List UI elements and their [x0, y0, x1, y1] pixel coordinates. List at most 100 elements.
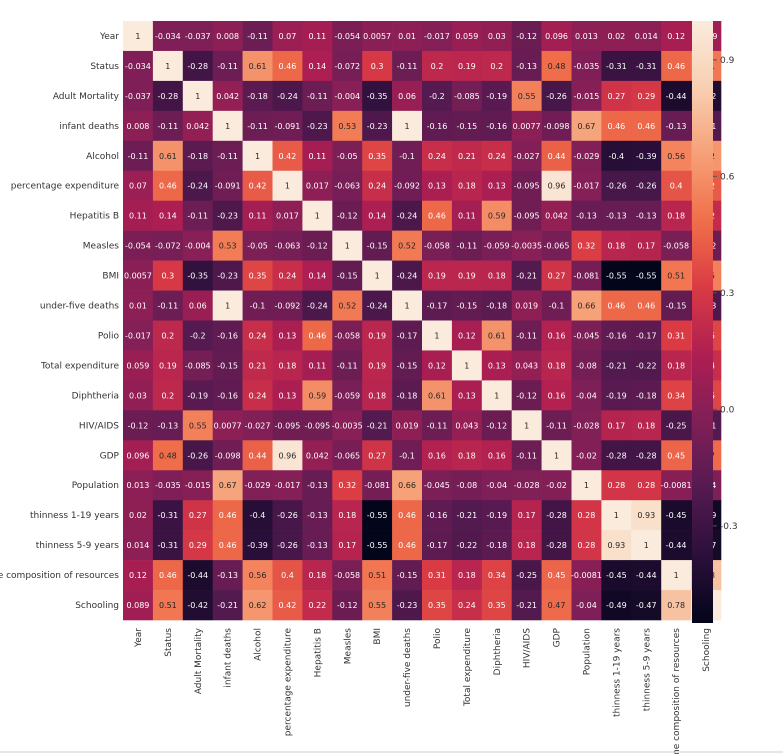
heatmap-cell: [511, 80, 542, 112]
cell-value-label: -0.11: [546, 421, 567, 430]
heatmap-cell: [362, 110, 393, 142]
cell-value-label: 0.46: [219, 541, 237, 550]
cell-value-label: 0.44: [548, 152, 566, 161]
cell-value-label: -0.28: [187, 62, 208, 71]
cell-value-label: -0.17: [427, 302, 448, 311]
cell-value-label: -0.05: [337, 152, 358, 161]
heatmap-cell: [272, 440, 303, 471]
cell-value-label: 0.32: [578, 242, 596, 251]
cell-value-label: -0.02: [576, 451, 597, 460]
heatmap-cell: [182, 500, 213, 531]
heatmap-cell: [212, 21, 243, 52]
heatmap-cell: [362, 530, 393, 561]
heatmap-cell: [451, 560, 483, 591]
cell-value-label: -0.13: [307, 481, 328, 490]
heatmap-cell: [541, 530, 572, 561]
heatmap-cell: [212, 260, 243, 291]
cell-value-label: 0.42: [279, 601, 297, 610]
heatmap-cell: [601, 320, 632, 351]
heatmap-cell: [631, 350, 662, 381]
cell-value-label: -0.16: [486, 122, 507, 131]
heatmap-cell: [152, 440, 184, 471]
cell-value-label: 0.07: [279, 32, 297, 41]
cell-value-label: 0.16: [488, 451, 506, 460]
heatmap-cell: [362, 470, 393, 501]
cell-value-label: 0.07: [129, 182, 147, 191]
cell-value-label: -0.24: [397, 272, 418, 281]
heatmap-cell: [601, 500, 632, 531]
cell-value-label: 0.18: [607, 242, 625, 251]
heatmap-cell: [631, 170, 662, 201]
heatmap-cell: [212, 350, 243, 381]
cell-value-label: 0.13: [428, 182, 446, 191]
heatmap-cell: [481, 380, 512, 411]
heatmap-cell: [511, 140, 542, 172]
heatmap-cell: [332, 260, 363, 291]
heatmap-cell: [511, 560, 542, 591]
cell-value-label: 0.2: [161, 331, 174, 340]
cell-value-label: 0.46: [607, 122, 625, 131]
heatmap-cell: [541, 560, 572, 591]
heatmap-cell: [422, 470, 453, 501]
cell-value-label: -0.08: [576, 361, 597, 370]
cell-value-label: -0.15: [456, 302, 477, 311]
heatmap-cell: [362, 260, 393, 291]
cell-value-label: -0.15: [367, 242, 388, 251]
cell-value-label: -0.13: [516, 62, 537, 71]
cell-value-label: 0.27: [607, 92, 625, 101]
cell-value-label: 0.53: [338, 122, 356, 131]
cell-value-label: 0.013: [575, 32, 598, 41]
heatmap-cell: [541, 380, 572, 411]
cell-value-label: 0.043: [515, 361, 538, 370]
heatmap-cell: [152, 320, 184, 351]
heatmap-cell: [152, 50, 184, 82]
cell-value-label: -0.24: [397, 212, 418, 221]
column-label: Year: [134, 628, 144, 648]
column-label: Total expenditure: [463, 628, 473, 707]
heatmap-cell: [182, 380, 213, 411]
heatmap-cell: [182, 530, 213, 561]
row-labels: Year Status Adult Mortality infant deaths Al…: [0, 32, 120, 611]
heatmap-cell: [242, 170, 273, 201]
heatmap-cell: [123, 21, 154, 52]
colorbar-tick-label: 0.3: [720, 289, 734, 299]
heatmap-cell: [601, 80, 632, 112]
cell-value-label: -0.028: [574, 421, 600, 430]
cell-value-label: 0.53: [219, 242, 237, 251]
heatmap-cell: [152, 290, 184, 321]
heatmap-cell: [392, 440, 423, 471]
cell-value-label: 0.042: [186, 122, 209, 131]
row-label: Population: [72, 481, 119, 491]
colorbar-tick-label: -0.3: [720, 522, 738, 532]
heatmap-cell: [152, 230, 184, 261]
cell-value-label: 1: [375, 272, 380, 281]
cell-value-label: -0.28: [546, 541, 567, 550]
cell-value-label: -0.31: [636, 62, 657, 71]
cell-value-label: 0.03: [488, 32, 506, 41]
heatmap-cell: [571, 50, 602, 82]
cell-value-label: -0.16: [427, 511, 448, 520]
cell-value-label: 1: [644, 541, 649, 550]
heatmap-cell: [422, 560, 453, 591]
cell-value-label: -0.28: [636, 451, 657, 460]
cell-value-label: -0.19: [606, 391, 627, 400]
cell-value-label: -0.25: [516, 571, 537, 580]
heatmap-cell: [392, 230, 423, 261]
heatmap-cell: [601, 140, 632, 172]
cell-value-label: 0.019: [396, 421, 419, 430]
column-label: Measles: [343, 628, 353, 665]
column-label: GDP: [553, 627, 563, 647]
cell-value-label: -0.028: [514, 481, 540, 490]
cell-value-label: -0.11: [516, 451, 537, 460]
heatmap-cell: [571, 290, 602, 321]
heatmap-cell: [362, 50, 393, 82]
heatmap-cell: [332, 170, 363, 201]
heatmap-cell: [571, 200, 602, 231]
cell-value-label: 0.24: [249, 331, 267, 340]
cell-value-label: -0.092: [275, 302, 301, 311]
cell-value-label: -0.28: [546, 511, 567, 520]
heatmap-cell: [272, 110, 303, 142]
cell-value-label: 0.48: [159, 451, 177, 460]
cell-value-label: 0.008: [126, 122, 149, 131]
heatmap-cell: [541, 170, 572, 201]
